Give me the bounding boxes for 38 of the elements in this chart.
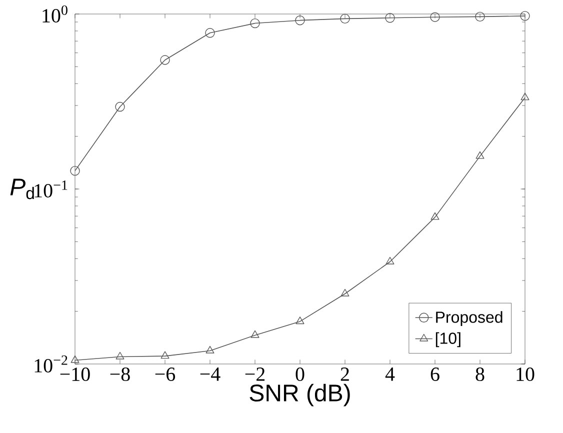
point (160, 55, 170, 65)
x-tick-label: 2 (340, 368, 349, 381)
x-tick-label: −2 (245, 368, 265, 381)
y-axis-title: P$_{d}$ (10, 178, 34, 200)
point (386, 256, 394, 264)
point (116, 352, 124, 360)
point (340, 288, 350, 296)
point (520, 92, 530, 100)
y-tick-label: 10$^{0}$ (42, 5, 68, 23)
point (430, 12, 440, 22)
point (70, 166, 80, 176)
x-tick-label: 0 (296, 368, 304, 382)
x-axis-title: SNR (dB) (250, 384, 350, 406)
y-tick-label: 10$^{−1}$ (34, 180, 68, 198)
x-tick-label: −6 (155, 368, 176, 381)
point (250, 18, 260, 28)
point (430, 212, 440, 220)
point (520, 11, 530, 21)
legend-label: Proposed (436, 311, 502, 326)
point (206, 346, 214, 354)
point (340, 14, 350, 24)
point (475, 12, 485, 22)
point (296, 316, 304, 324)
legend-label: [10] (436, 332, 460, 348)
x-tick-label: −4 (200, 368, 220, 381)
x-tick-label: −8 (110, 368, 130, 382)
point (295, 15, 305, 26)
point (476, 151, 484, 159)
point (205, 28, 215, 38)
point (70, 355, 80, 363)
x-tick-label: 6 (430, 368, 440, 381)
x-tick-label: 4 (385, 368, 395, 381)
x-tick-label: 10 (516, 368, 534, 382)
x-tick-label: 8 (476, 368, 484, 382)
point (385, 13, 395, 23)
point (250, 330, 260, 338)
point (115, 102, 125, 112)
point (160, 351, 170, 359)
